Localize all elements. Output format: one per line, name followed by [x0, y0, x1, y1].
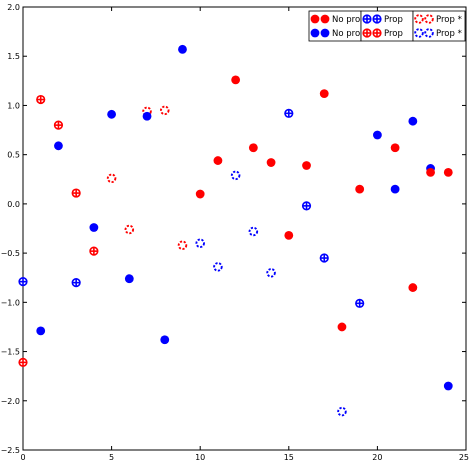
data-point: [390, 143, 400, 153]
data-point: [160, 335, 170, 345]
x-tick-label: 10: [195, 453, 205, 462]
y-tick-label: −2.5: [1, 446, 20, 455]
x-tick-label: 5: [109, 453, 114, 462]
data-point: [426, 167, 435, 177]
data-point: [337, 406, 347, 417]
data-point: [443, 381, 453, 391]
data-point: [106, 173, 117, 184]
data-point: [18, 357, 28, 367]
data-point: [248, 143, 258, 153]
data-point: [266, 268, 276, 278]
data-point: [230, 170, 241, 181]
data-point: [178, 44, 187, 54]
data-point: [355, 298, 365, 308]
data-point: [107, 109, 116, 119]
data-point: [195, 238, 205, 249]
data-point: [54, 141, 63, 151]
data-point: [231, 75, 241, 85]
x-tick-label: 25: [459, 453, 469, 462]
data-point: [71, 278, 81, 288]
data-point: [408, 116, 418, 126]
legend-label: No prop: [332, 15, 366, 25]
legend-label: Prop *: [436, 29, 462, 39]
y-tick-label: 0.0: [7, 200, 20, 209]
y-tick-label: 1.0: [7, 101, 20, 110]
data-point: [284, 230, 294, 240]
y-tick-label: −2.0: [1, 397, 20, 406]
data-point: [373, 130, 382, 140]
legend-label: Prop: [384, 29, 403, 39]
data-point: [301, 201, 312, 211]
data-point: [213, 156, 223, 165]
data-point: [319, 89, 329, 99]
legend-entry: Prop: [362, 28, 403, 39]
data-point: [284, 108, 294, 118]
data-point: [124, 274, 134, 284]
data-point: [390, 184, 400, 194]
legend-label: Prop *: [436, 15, 462, 25]
legend-box: Prop * Prop *: [412, 10, 466, 42]
data-point: [355, 184, 365, 194]
data-point: [160, 105, 170, 116]
legend-box: Prop Prop: [360, 10, 414, 42]
data-point: [302, 161, 311, 170]
data-point: [408, 283, 418, 292]
legend-entry: No prop: [310, 28, 366, 39]
data-point: [213, 262, 223, 272]
data-point: [319, 253, 329, 263]
data-point: [89, 223, 99, 232]
data-point: [124, 224, 135, 235]
data-point: [443, 167, 453, 177]
data-point: [53, 120, 64, 130]
x-tick-label: 0: [20, 453, 25, 462]
y-tick-label: 1.5: [7, 52, 20, 61]
data-point: [248, 226, 259, 237]
legend-label: No prop: [332, 29, 366, 39]
data-point: [89, 246, 99, 256]
legend-entry: Prop *: [414, 28, 462, 39]
data-point: [36, 94, 46, 105]
data-point: [71, 188, 81, 198]
legend-label: Prop: [384, 15, 403, 25]
data-point: [266, 158, 276, 167]
y-tick-label: 0.5: [7, 151, 20, 160]
data-point: [142, 111, 152, 121]
plot-layer: 0 5 10 15 20 25 −2.5 −2.0 −1.5 −1.0 −0.5 0.0 0.5 1.0 1…: [1, 3, 469, 462]
legend-entry: Prop *: [414, 14, 462, 25]
y-tick-label: 2.0: [7, 3, 20, 12]
axes-frame: [22, 6, 467, 451]
data-point: [18, 277, 28, 287]
x-tick-label: 15: [284, 453, 294, 462]
data-point: [36, 326, 46, 336]
legend-entry: No prop: [310, 14, 366, 25]
data-point: [195, 189, 205, 199]
legend-box: No prop No prop: [308, 10, 366, 42]
data-point: [337, 322, 347, 332]
legend-entry: Prop: [362, 14, 403, 25]
y-tick-label: −1.0: [1, 298, 20, 307]
x-tick-label: 20: [372, 453, 382, 462]
y-tick-label: −1.5: [1, 348, 20, 357]
y-tick-label: −0.5: [1, 249, 20, 258]
data-point: [177, 240, 188, 250]
